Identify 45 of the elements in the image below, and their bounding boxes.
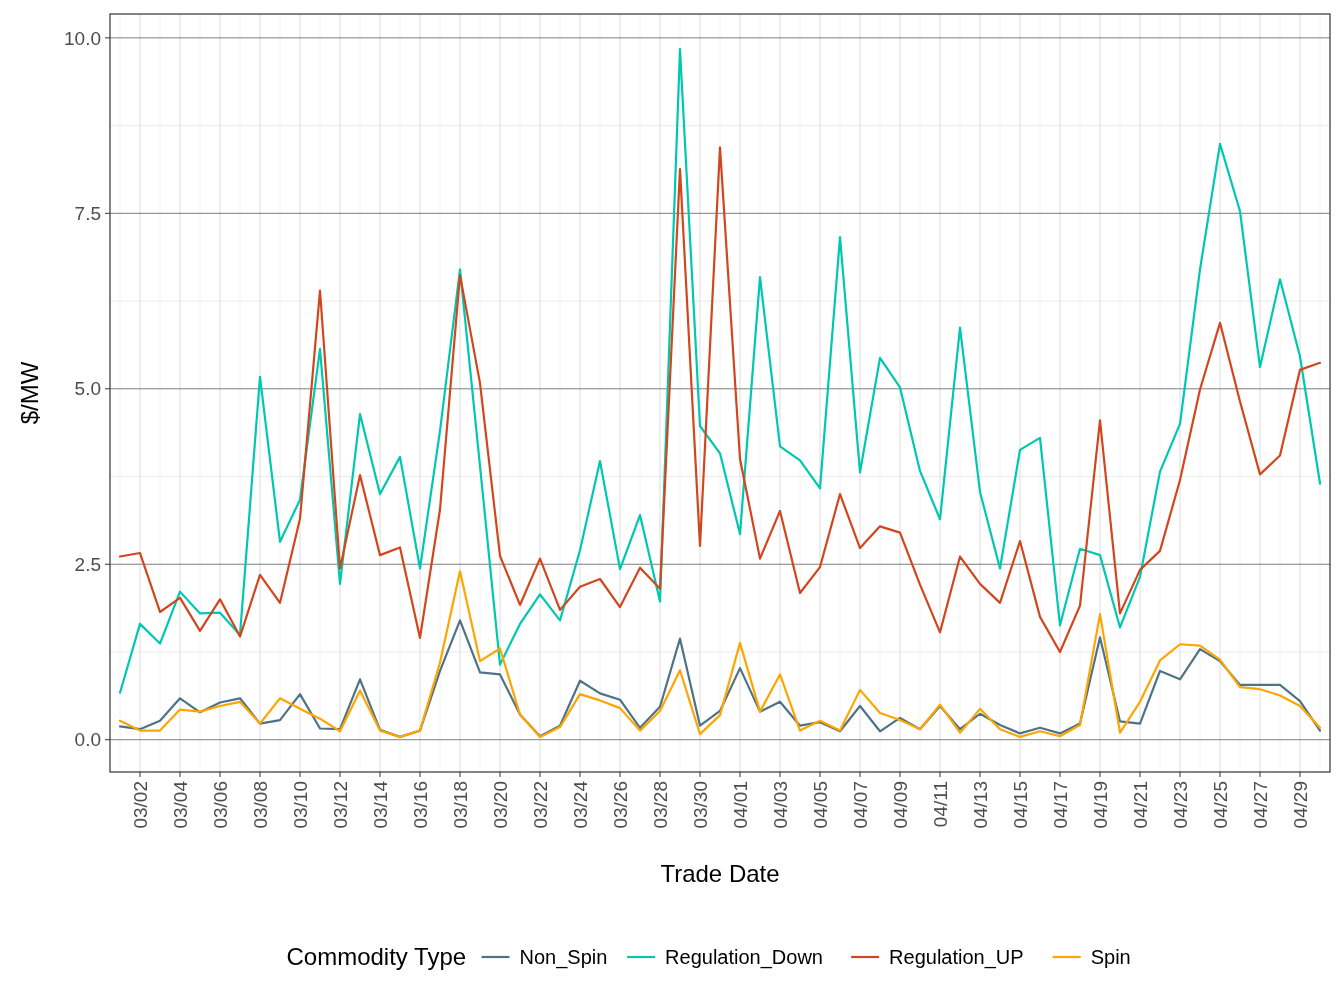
x-tick-label: 04/07: [850, 781, 871, 829]
x-tick-label: 04/29: [1290, 781, 1311, 829]
x-tick-label: 04/15: [1010, 781, 1031, 829]
line-series: [118, 570, 1322, 739]
x-tick-label: 03/24: [570, 780, 591, 829]
y-tick-label: 7.5: [74, 202, 101, 224]
x-tick-label: 03/08: [250, 781, 271, 829]
x-tick-label: 03/12: [330, 781, 351, 829]
x-tick-label: 04/17: [1050, 781, 1071, 829]
x-tick-label: 04/21: [1130, 781, 1151, 829]
y-tick-label: 10.0: [64, 27, 101, 49]
x-axis-title: Trade Date: [660, 860, 780, 887]
x-tick-label: 03/06: [210, 781, 231, 829]
y-tick-label: 0.0: [74, 729, 101, 751]
x-tick-label: 03/14: [370, 780, 391, 829]
legend-label: Non_Spin: [519, 946, 608, 969]
x-tick-label: 04/19: [1090, 781, 1111, 829]
x-tick-label: 04/09: [890, 781, 911, 829]
x-tick-label: 03/04: [170, 780, 191, 829]
x-tick-label: 04/03: [770, 781, 791, 829]
legend-label: Regulation_UP: [889, 946, 1024, 969]
x-tick-label: 03/02: [130, 781, 151, 829]
x-tick-label: 03/16: [410, 781, 431, 829]
x-tick-label: 03/28: [650, 781, 671, 829]
x-tick-label: 04/01: [730, 781, 751, 829]
line-series: [118, 146, 1322, 654]
x-tick-label: 04/27: [1250, 781, 1271, 829]
x-tick-label: 03/18: [450, 781, 471, 829]
x-tick-label: 04/05: [810, 781, 831, 829]
y-axis-title: $/MW: [16, 361, 43, 425]
legend-label: Regulation_Down: [665, 946, 823, 969]
x-tick-label: 03/30: [690, 781, 711, 829]
x-tick-label: 03/20: [490, 781, 511, 829]
legend-title: Commodity Type: [286, 943, 467, 971]
line-series: [118, 47, 1322, 694]
x-tick-label: 03/26: [610, 781, 631, 829]
legend-label: Spin: [1090, 946, 1131, 968]
x-tick-label: 04/23: [1170, 781, 1191, 829]
x-tick-label: 03/22: [530, 781, 551, 829]
x-tick-label: 03/10: [290, 781, 311, 829]
x-tick-label: 04/25: [1210, 781, 1231, 829]
x-tick-label: 04/11: [930, 781, 951, 828]
y-tick-label: 2.5: [74, 553, 101, 575]
x-tick-label: 04/13: [970, 781, 991, 829]
y-tick-label: 5.0: [74, 378, 101, 400]
